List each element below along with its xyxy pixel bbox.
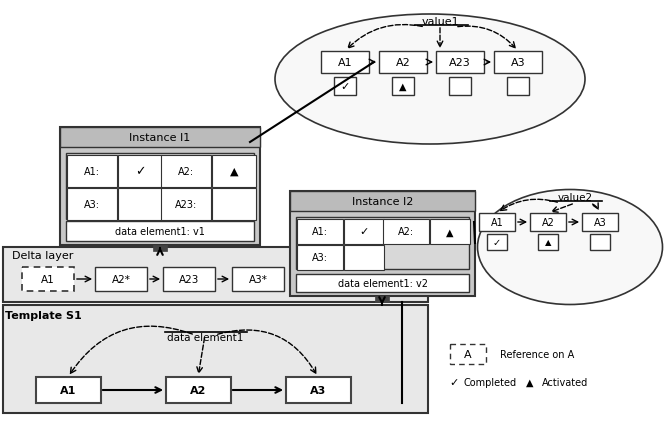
Bar <box>538 234 558 250</box>
Bar <box>286 377 351 403</box>
Bar <box>344 219 384 244</box>
Text: value1: value1 <box>421 17 459 27</box>
Text: Reference on A: Reference on A <box>500 349 574 359</box>
Text: A1: A1 <box>491 218 503 227</box>
Bar <box>118 189 162 221</box>
Bar <box>375 296 389 302</box>
Ellipse shape <box>275 15 585 144</box>
Text: value2: value2 <box>558 193 592 203</box>
Text: ▲: ▲ <box>544 238 551 247</box>
Bar <box>212 189 256 221</box>
Text: A23:: A23: <box>175 200 197 209</box>
Text: Delta layer: Delta layer <box>13 250 74 261</box>
Bar <box>67 156 117 187</box>
Bar <box>3 247 428 302</box>
Text: data element1: v2: data element1: v2 <box>337 278 428 289</box>
Bar <box>290 191 475 212</box>
Text: data element1: v1: data element1: v1 <box>115 227 205 237</box>
Text: A3*: A3* <box>248 274 268 284</box>
Text: ▲: ▲ <box>446 227 454 237</box>
Text: ✓: ✓ <box>359 227 369 237</box>
Text: Instance I2: Instance I2 <box>352 197 413 206</box>
Bar <box>66 221 254 241</box>
Text: A1:: A1: <box>84 166 100 177</box>
Text: A1: A1 <box>60 385 76 395</box>
Text: Template S1: Template S1 <box>5 310 82 320</box>
Bar <box>334 78 356 96</box>
Text: ✓: ✓ <box>450 377 459 387</box>
Bar <box>582 214 618 231</box>
Bar <box>232 267 284 291</box>
Text: A2: A2 <box>542 218 554 227</box>
Text: ▲: ▲ <box>230 166 238 177</box>
Bar <box>297 246 343 270</box>
Text: ▲: ▲ <box>527 377 534 387</box>
Text: A3:: A3: <box>84 200 100 209</box>
Text: Instance I1: Instance I1 <box>129 133 191 143</box>
Bar <box>494 52 542 74</box>
Bar <box>118 156 162 187</box>
Bar <box>487 234 507 250</box>
Bar <box>383 219 429 244</box>
Bar <box>507 78 529 96</box>
Bar <box>166 377 231 403</box>
Bar <box>161 156 211 187</box>
Bar <box>153 246 167 252</box>
Bar <box>66 154 254 219</box>
Text: A1: A1 <box>41 274 55 284</box>
Text: Activated: Activated <box>542 377 588 387</box>
Bar <box>449 78 471 96</box>
Text: Completed: Completed <box>464 377 517 387</box>
Text: data element1: data element1 <box>167 332 243 342</box>
Bar <box>60 128 260 246</box>
Text: ✓: ✓ <box>341 82 350 92</box>
Bar <box>3 305 428 413</box>
Bar <box>430 219 470 244</box>
Text: A23: A23 <box>179 274 199 284</box>
Bar <box>450 344 486 364</box>
Text: A1: A1 <box>338 58 353 68</box>
Bar <box>95 267 147 291</box>
Bar <box>163 267 215 291</box>
Bar <box>296 274 469 292</box>
Bar <box>530 214 566 231</box>
Text: ✓: ✓ <box>135 165 145 178</box>
Text: A2*: A2* <box>112 274 130 284</box>
Text: A23: A23 <box>449 58 471 68</box>
Bar <box>161 189 211 221</box>
Bar <box>36 377 101 403</box>
Bar <box>344 246 384 270</box>
Text: A3:: A3: <box>312 253 328 263</box>
Bar <box>392 78 414 96</box>
Text: A2:: A2: <box>398 227 414 237</box>
Bar <box>321 52 369 74</box>
Ellipse shape <box>477 190 663 305</box>
Text: ▲: ▲ <box>399 82 407 92</box>
Bar <box>290 191 475 296</box>
Bar <box>212 156 256 187</box>
Bar <box>297 219 343 244</box>
Bar <box>379 52 427 74</box>
Text: A3: A3 <box>310 385 326 395</box>
Text: A: A <box>464 349 472 359</box>
Bar <box>22 267 74 291</box>
Bar <box>479 214 515 231</box>
Bar <box>67 189 117 221</box>
Bar <box>436 52 484 74</box>
Text: A3: A3 <box>511 58 525 68</box>
Text: A2: A2 <box>190 385 207 395</box>
Text: A2:: A2: <box>178 166 194 177</box>
Text: A1:: A1: <box>312 227 328 237</box>
Bar <box>296 218 469 269</box>
Text: A2: A2 <box>396 58 410 68</box>
Text: ✓: ✓ <box>493 237 501 247</box>
Bar <box>590 234 610 250</box>
Bar <box>60 128 260 147</box>
Text: A3: A3 <box>594 218 606 227</box>
